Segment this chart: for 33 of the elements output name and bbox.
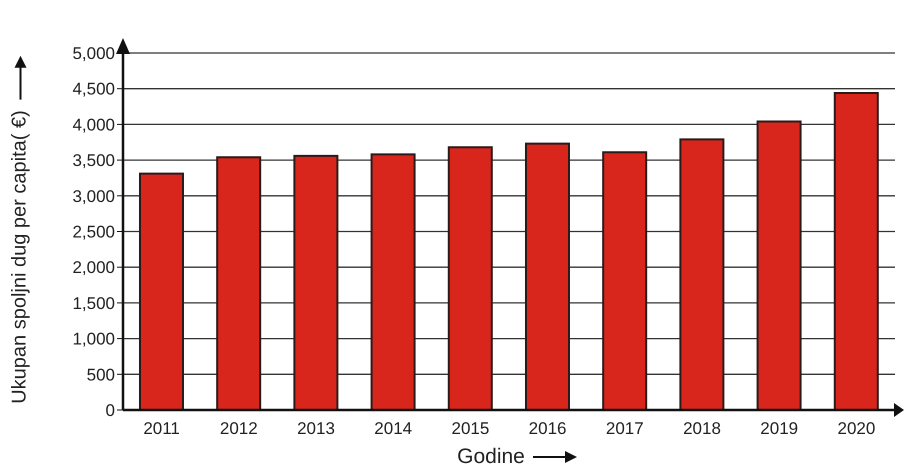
bar [602, 151, 648, 410]
x-tick-label: 2019 [760, 419, 798, 438]
bar [448, 146, 493, 410]
x-tick-label: 2016 [528, 419, 567, 438]
bar [138, 172, 184, 410]
y-tick-label: 2,500 [72, 222, 115, 242]
y-tick-label: 4,000 [72, 115, 115, 134]
bar [679, 138, 724, 410]
x-tick-label: 2011 [143, 419, 180, 438]
y-tick-label: 1,000 [72, 330, 115, 349]
y-tick-label: 3,000 [72, 186, 115, 206]
bar [293, 154, 338, 410]
x-tick-label: 2013 [297, 419, 335, 438]
y-tick-label: 5,000 [72, 44, 115, 64]
x-tick-label: 2020 [837, 419, 876, 438]
y-tick-label: 4,500 [72, 80, 115, 99]
y-tick-label: 1,500 [72, 294, 115, 313]
bar [834, 92, 879, 410]
y-tick-label: 3,500 [72, 151, 115, 170]
bar [216, 156, 262, 410]
y-tick-label: 2,000 [72, 258, 115, 278]
x-tick-label: 2018 [683, 419, 721, 438]
x-tick-label: 2012 [220, 419, 258, 438]
y-tick-label: 500 [86, 365, 115, 384]
y-tick-label: 0 [106, 401, 115, 420]
x-tick-label: 2015 [451, 419, 490, 438]
x-tick-label: 2017 [606, 419, 644, 438]
bar [524, 142, 570, 410]
bar [370, 153, 416, 410]
x-tick-label: 2014 [374, 419, 412, 438]
x-axis-title: Godine [457, 445, 525, 469]
bar [756, 120, 802, 410]
y-axis-title: Ukupan spoljni dug per capita( €) [8, 110, 32, 404]
